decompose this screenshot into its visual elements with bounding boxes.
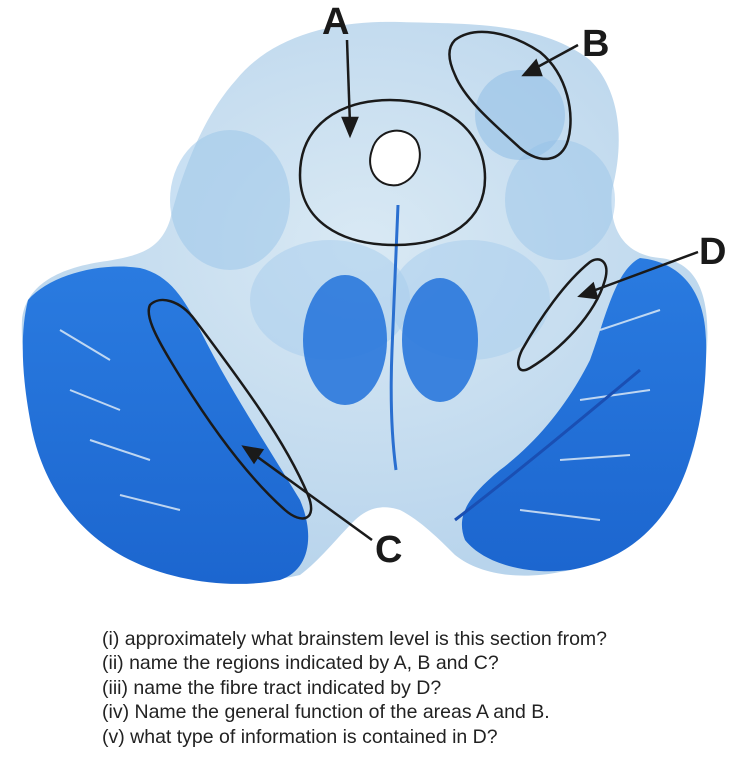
- label-a: A: [322, 1, 349, 43]
- lobe-fissure: [454, 368, 641, 522]
- label-d: D: [699, 231, 726, 273]
- arrow-b: [531, 43, 579, 72]
- arrow-a: [345, 39, 352, 126]
- tissue-shading: [505, 140, 615, 260]
- tissue-shading: [170, 130, 290, 270]
- region-b-outline: [448, 30, 572, 161]
- fibre-streaks: [59, 309, 661, 521]
- left-lobe: [22, 266, 309, 584]
- region-d-outline: [517, 258, 608, 372]
- label-b: B: [582, 23, 609, 65]
- tissue-shading: [475, 70, 565, 160]
- left-pyramid: [303, 275, 387, 405]
- region-a-outline: [298, 98, 487, 247]
- arrow-c: [251, 451, 373, 542]
- label-c: C: [375, 529, 402, 571]
- question-item: (iii) name the fibre tract indicated by …: [102, 676, 442, 699]
- question-item: (v) what type of information is containe…: [102, 725, 498, 748]
- arrow-d: [589, 250, 699, 294]
- region-c-outline: [147, 298, 313, 520]
- arrowhead-b: [521, 58, 543, 77]
- arrowhead-d: [577, 281, 599, 300]
- question-item: (iv) Name the general function of the ar…: [102, 701, 550, 724]
- right-pyramid: [402, 278, 478, 402]
- question-item: (ii) name the regions indicated by A, B …: [102, 652, 499, 675]
- question-list: (i) approximately what brainstem level i…: [102, 627, 607, 749]
- aqueduct: [369, 129, 421, 187]
- arrowhead-a: [341, 116, 359, 139]
- brainstem-section-figure: A B C D: [21, 1, 726, 584]
- arrowhead-c: [241, 445, 265, 465]
- question-item: (i) approximately what brainstem level i…: [102, 628, 608, 650]
